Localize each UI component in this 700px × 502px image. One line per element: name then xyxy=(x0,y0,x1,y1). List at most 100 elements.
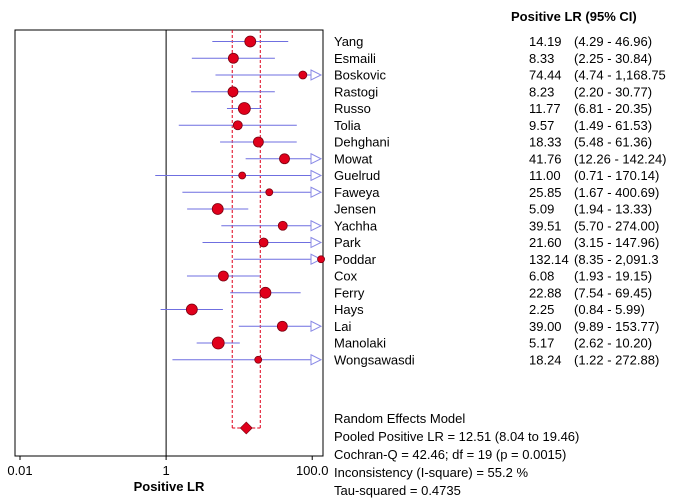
study-row: Manolaki 5.17 (2.62 - 10.20) xyxy=(196,336,652,351)
ci-arrow xyxy=(310,353,323,366)
study-row: Boskovic 74.44 (4.74 - 1,168.75 xyxy=(215,68,666,83)
study-name: Boskovic xyxy=(334,68,387,83)
point-estimate xyxy=(227,52,239,64)
ci-arrow xyxy=(310,236,323,249)
study-ci: (0.84 - 5.99) xyxy=(574,302,645,317)
study-name: Faweya xyxy=(334,185,380,200)
point-estimate xyxy=(237,102,251,115)
study-estimate: 5.09 xyxy=(529,202,554,217)
study-row: Jensen 5.09 (1.94 - 13.33) xyxy=(187,202,652,217)
study-estimate: 5.17 xyxy=(529,336,554,351)
study-ci: (5.70 - 274.00) xyxy=(574,218,659,233)
x-tick-label: 100.0 xyxy=(296,463,329,478)
point-estimate xyxy=(298,70,308,80)
study-ci: (3.15 - 147.96) xyxy=(574,235,659,250)
ci-arrow xyxy=(310,69,323,81)
study-ci: (0.71 - 170.14) xyxy=(574,168,659,183)
study-ci: (1.49 - 61.53) xyxy=(574,118,652,133)
summary-tau: Tau-squared = 0.4735 xyxy=(334,483,461,498)
study-ci: (4.29 - 46.96) xyxy=(574,34,652,49)
point-estimate xyxy=(232,120,243,131)
study-name: Yachha xyxy=(334,218,378,233)
point-estimate xyxy=(211,336,225,350)
point-estimate xyxy=(277,220,288,231)
ci-arrow xyxy=(310,152,323,165)
point-estimate xyxy=(317,255,325,264)
study-ci: (6.81 - 20.35) xyxy=(574,101,652,116)
study-estimate: 18.33 xyxy=(529,135,562,150)
study-row: Poddar 132.14 (8.35 - 2,091.3 xyxy=(233,252,659,267)
study-ci: (4.74 - 1,168.75 xyxy=(574,68,666,83)
pooled-estimate-group xyxy=(239,421,253,435)
study-name: Rastogi xyxy=(334,84,378,99)
study-ci: (1.22 - 272.88) xyxy=(574,352,659,367)
summary-cochran: Cochran-Q = 42.46; df = 19 (p = 0.0015) xyxy=(334,447,566,462)
study-estimate: 39.00 xyxy=(529,319,562,334)
study-name: Poddar xyxy=(334,252,377,267)
study-name: Manolaki xyxy=(334,336,386,351)
study-row: Esmaili 8.33 (2.25 - 30.84) xyxy=(191,51,652,66)
point-estimate xyxy=(265,188,274,197)
study-estimate: 9.57 xyxy=(529,118,554,133)
study-name: Guelrud xyxy=(334,168,380,183)
study-row: Guelrud 11.00 (0.71 - 170.14) xyxy=(155,168,659,183)
study-row: Cox 6.08 (1.93 - 19.15) xyxy=(186,269,652,284)
study-ci: (1.67 - 400.69) xyxy=(574,185,659,200)
ci-arrow xyxy=(310,219,323,232)
study-name: Dehghani xyxy=(334,135,390,150)
point-estimate xyxy=(276,320,288,332)
ci-arrow xyxy=(310,253,323,266)
point-estimate xyxy=(217,270,229,282)
point-estimate xyxy=(244,35,257,48)
study-row: Tolia 9.57 (1.49 - 61.53) xyxy=(178,118,652,133)
study-row: Russo 11.77 (6.81 - 20.35) xyxy=(226,101,652,116)
point-estimate xyxy=(258,237,269,248)
study-ci: (2.25 - 30.84) xyxy=(574,51,652,66)
study-ci: (8.35 - 2,091.3 xyxy=(574,252,659,267)
study-row: Park 21.60 (3.15 - 147.96) xyxy=(202,235,659,250)
point-estimate xyxy=(259,286,272,299)
study-estimate: 18.24 xyxy=(529,352,562,367)
study-row: Yachha 39.51 (5.70 - 274.00) xyxy=(221,218,659,233)
pooled-diamond xyxy=(239,421,253,435)
study-ci: (2.20 - 30.77) xyxy=(574,84,652,99)
point-estimate xyxy=(227,86,239,98)
study-row: Yang 14.19 (4.29 - 46.96) xyxy=(212,34,652,49)
study-row: Faweya 25.85 (1.67 - 400.69) xyxy=(182,185,659,200)
study-row: Dehghani 18.33 (5.48 - 61.36) xyxy=(220,135,652,150)
study-estimate: 8.23 xyxy=(529,84,554,99)
summary-model: Random Effects Model xyxy=(334,411,465,426)
chart-title: Positive LR (95% CI) xyxy=(511,9,637,24)
study-ci: (12.26 - 142.24) xyxy=(574,151,667,166)
ci-arrow xyxy=(310,320,323,333)
study-estimate: 39.51 xyxy=(529,218,562,233)
ci-arrow xyxy=(310,186,323,199)
point-estimate xyxy=(238,171,247,180)
study-estimate: 25.85 xyxy=(529,185,562,200)
x-axis-label: Positive LR xyxy=(134,479,205,494)
x-tick-label: 1 xyxy=(162,463,169,478)
study-estimate: 41.76 xyxy=(529,151,562,166)
study-name: Yang xyxy=(334,34,363,49)
study-estimate: 11.77 xyxy=(529,101,561,116)
study-row: Mowat 41.76 (12.26 - 142.24) xyxy=(245,151,667,166)
study-name: Wongsawasdi xyxy=(334,352,415,367)
study-estimate: 2.25 xyxy=(529,302,554,317)
study-estimate: 22.88 xyxy=(529,285,562,300)
study-name: Jensen xyxy=(334,202,376,217)
study-ci: (7.54 - 69.45) xyxy=(574,285,652,300)
study-estimate: 11.00 xyxy=(529,168,561,183)
study-estimate: 6.08 xyxy=(529,269,554,284)
ci-arrow xyxy=(310,169,323,182)
study-name: Cox xyxy=(334,269,358,284)
study-name: Esmaili xyxy=(334,51,376,66)
study-estimate: 132.14 xyxy=(529,252,569,267)
study-estimate: 8.33 xyxy=(529,51,554,66)
x-axis: 0.01 1 100.0 xyxy=(7,456,328,478)
study-row: Rastogi 8.23 (2.20 - 30.77) xyxy=(191,84,652,99)
study-row: Wongsawasdi 18.24 (1.22 - 272.88) xyxy=(172,352,659,367)
summary-inconsistency: Inconsistency (I-square) = 55.2 % xyxy=(334,465,528,480)
summary-block: Random Effects Model Pooled Positive LR … xyxy=(334,411,579,498)
study-name: Lai xyxy=(334,319,351,334)
